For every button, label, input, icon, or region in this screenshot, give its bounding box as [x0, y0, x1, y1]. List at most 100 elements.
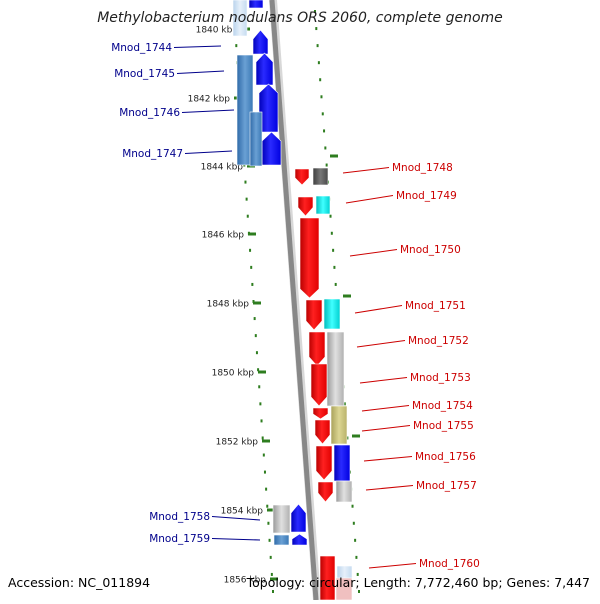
feature-khaki-box — [330, 405, 348, 445]
gene-leader-line — [368, 563, 417, 569]
gene-leader-line — [361, 425, 411, 432]
guide-dot — [253, 317, 256, 321]
map-title: Methylobacterium nodulans ORS 2060, comp… — [97, 10, 503, 26]
gene-leader-line — [361, 405, 410, 412]
guide-dot — [323, 129, 326, 133]
guide-dot — [356, 572, 359, 576]
guide-dot — [320, 95, 323, 99]
guide-dot — [319, 78, 322, 82]
guide-dot — [352, 521, 355, 525]
topology-text: Topology: circular; Length: 7,772,460 bp… — [246, 575, 590, 590]
guide-dot — [259, 402, 262, 406]
scale-label: 1844 kbp — [201, 163, 244, 173]
guide-dot — [235, 44, 238, 48]
gene-label-right: Mnod_1754 — [412, 400, 473, 412]
gene-arrow-mnod-1751 — [305, 299, 323, 331]
feature-steel-column-2 — [249, 111, 263, 167]
gene-arrow-mnod-1745 — [255, 52, 274, 86]
gene-label-right: Mnod_1750 — [400, 244, 461, 256]
scale-label: 1852 kbp — [216, 438, 259, 448]
gene-arrow-mnod-1759 — [291, 533, 308, 546]
gene-arrow-mnod-1749 — [297, 196, 314, 217]
gene-arrow-mnod-1754 — [312, 407, 329, 420]
gene-arrow-mnod-1747 — [261, 131, 282, 166]
gene-label-right: Mnod_1751 — [405, 300, 466, 312]
guide-dot — [266, 504, 269, 508]
gene-label-left: Mnod_1747 — [122, 148, 183, 160]
gene-label-right: Mnod_1756 — [415, 451, 476, 463]
scale-label: 1840 kbp — [196, 26, 239, 36]
gene-arrow-partial — [248, 0, 264, 9]
gene-leader-line — [356, 340, 406, 348]
gene-arrow-mnod-1753 — [310, 363, 328, 407]
gene-label-left: Mnod_1745 — [114, 68, 175, 80]
guide-dot — [257, 368, 260, 372]
gene-leader-line — [342, 167, 390, 174]
scale-label: 1848 kbp — [207, 300, 250, 310]
guide-dot — [314, 10, 316, 13]
scale-label: 1854 kbp — [221, 507, 264, 517]
gene-arrow-mnod-1752 — [308, 331, 326, 367]
guide-dot — [270, 572, 273, 576]
feature-cyan-box-2 — [323, 298, 341, 330]
guide-dot — [258, 385, 261, 389]
guide-dot — [244, 180, 247, 184]
outer-track-tick — [352, 434, 360, 438]
scale-label: 1846 kbp — [202, 231, 245, 241]
gene-arrow-mnod-1757 — [317, 481, 334, 503]
accession-text: Accession: NC_011894 — [8, 575, 151, 590]
gene-leader-line — [211, 516, 261, 521]
guide-dot — [358, 590, 360, 593]
guide-dot — [265, 487, 268, 491]
feature-cyan-box — [315, 195, 331, 215]
guide-dot — [260, 419, 263, 423]
gene-label-right: Mnod_1757 — [416, 480, 477, 492]
gene-leader-line — [176, 70, 225, 74]
guide-dot — [245, 197, 248, 201]
guide-dot — [268, 538, 271, 542]
gene-label-right: Mnod_1752 — [408, 335, 469, 347]
guide-dot — [325, 163, 328, 167]
feature-gray-column — [326, 331, 345, 407]
guide-dot — [329, 214, 332, 218]
guide-dot — [332, 248, 335, 252]
gene-leader-line — [349, 249, 398, 257]
feature-pale-box — [232, 0, 248, 37]
guide-dot — [330, 231, 333, 235]
scale-tick — [270, 577, 278, 581]
gene-arrow-mnod-1750 — [299, 217, 320, 299]
guide-dot — [272, 590, 274, 593]
gene-label-left: Mnod_1758 — [149, 511, 210, 523]
scale-tick — [248, 232, 256, 236]
outer-track-tick — [330, 154, 338, 158]
guide-dot — [355, 555, 358, 559]
guide-dot — [263, 470, 266, 474]
gene-label-left: Mnod_1744 — [111, 42, 172, 54]
outer-track-tick — [343, 294, 351, 298]
backbone-line — [269, 0, 319, 601]
gene-leader-line — [363, 456, 413, 462]
guide-dot — [324, 146, 327, 150]
guide-dot — [317, 61, 320, 65]
gene-leader-line — [211, 538, 261, 541]
gene-label-right: Mnod_1749 — [396, 190, 457, 202]
scale-tick — [262, 439, 270, 443]
guide-dot — [315, 27, 318, 31]
gene-leader-line — [365, 485, 414, 491]
guide-dot — [343, 402, 346, 406]
gene-label-left: Mnod_1759 — [149, 533, 210, 545]
gene-label-right: Mnod_1748 — [392, 162, 453, 174]
guide-dot — [269, 555, 272, 559]
gene-arrow-mnod-1758 — [290, 503, 307, 533]
guide-dot — [316, 44, 319, 48]
feature-gray-box-2 — [272, 504, 291, 534]
guide-dot — [321, 112, 324, 116]
guide-dot — [255, 351, 258, 355]
guide-dot — [333, 265, 336, 269]
gene-label-right: Mnod_1760 — [419, 558, 480, 570]
scale-tick — [253, 301, 261, 305]
gene-label-left: Mnod_1746 — [119, 107, 180, 119]
scale-label: 1856 kbp — [224, 576, 267, 586]
guide-dot — [346, 436, 349, 440]
